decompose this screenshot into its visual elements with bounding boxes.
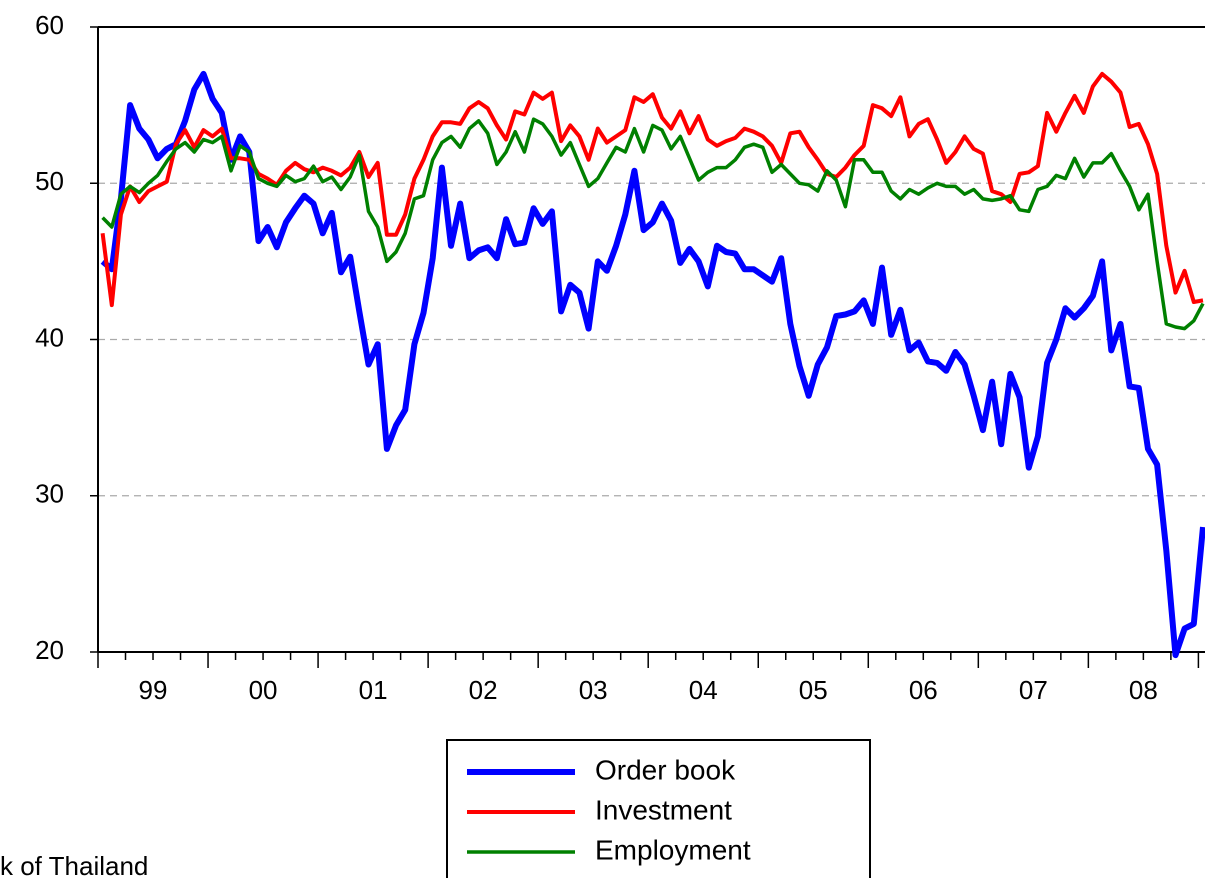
legend-label: Investment (595, 794, 732, 825)
y-tick-label: 50 (35, 166, 64, 196)
x-tick-label: 00 (249, 675, 278, 705)
x-tick-label: 08 (1129, 675, 1158, 705)
x-tick-label: 05 (799, 675, 828, 705)
x-tick-label: 07 (1019, 675, 1048, 705)
x-tick-label: 02 (469, 675, 498, 705)
series-line (101, 117, 1205, 331)
source-note: k of Thailand (0, 851, 148, 878)
legend-label: Order book (595, 754, 736, 785)
legend-label: Employment (595, 834, 751, 865)
series-line (100, 71, 1204, 308)
y-tick-label: 30 (35, 479, 64, 509)
y-tick-label: 40 (35, 322, 64, 352)
x-tick-label: 01 (359, 675, 388, 705)
x-tick-label: 99 (139, 675, 168, 705)
y-tick-label: 60 (35, 10, 64, 40)
series-line (100, 70, 1205, 659)
x-tick-label: 06 (909, 675, 938, 705)
x-tick-label: 04 (689, 675, 718, 705)
y-tick-label: 20 (35, 635, 64, 665)
legend-box (446, 739, 871, 878)
x-tick-label: 03 (579, 675, 608, 705)
